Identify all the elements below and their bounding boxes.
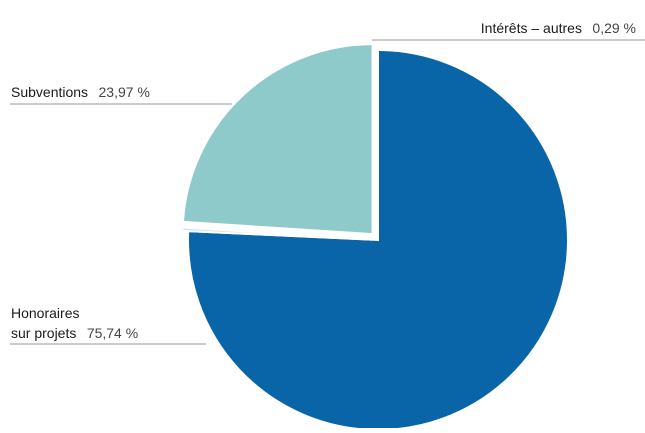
label-honoraires-value: 75,74 % <box>87 325 138 341</box>
label-honoraires-name: sur projets <box>11 325 76 341</box>
slice-interets <box>181 226 373 241</box>
label-subventions-value: 23,97 % <box>99 84 150 100</box>
pie-slices <box>181 43 569 431</box>
slice-honoraires <box>187 48 569 431</box>
slice-labels: Intérêts – autres 0,29 % Subventions 23,… <box>11 20 636 342</box>
label-subventions-name: Subventions <box>11 84 88 100</box>
label-honoraires-line1: Honoraires <box>11 305 79 321</box>
leader-lines <box>10 39 645 345</box>
label-honoraires-line2: sur projets 75,74 % <box>11 325 138 342</box>
slice-subventions <box>181 43 374 236</box>
label-subventions: Subventions 23,97 % <box>11 84 150 101</box>
label-interets-name: Intérêts – autres <box>481 20 582 36</box>
label-interets-value: 0,29 % <box>592 20 636 36</box>
label-interets: Intérêts – autres 0,29 % <box>481 20 636 37</box>
